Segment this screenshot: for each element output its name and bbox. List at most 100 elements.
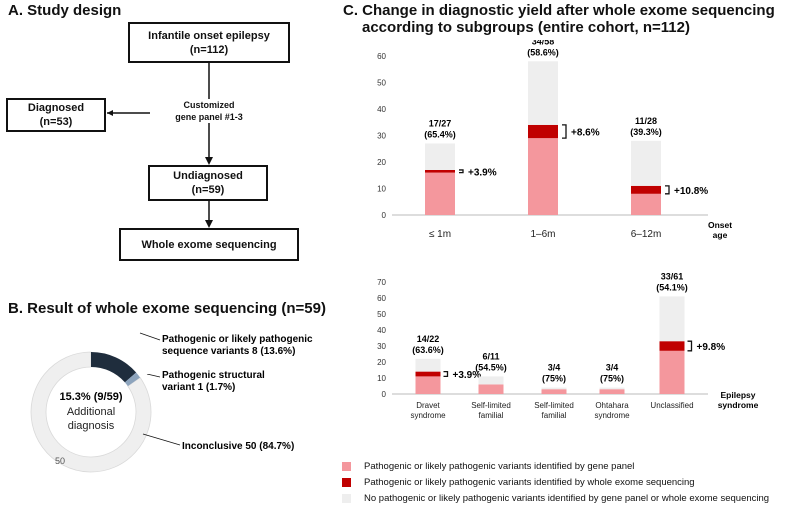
y-tick-label: 0: [382, 211, 387, 220]
chart-epilepsy-syndrome: 010203040506070Epilepsysyndrome14/22(63.…: [377, 271, 759, 420]
flow-arrowhead-down-1: [205, 157, 213, 165]
y-tick-label: 60: [377, 294, 386, 303]
y-tick-label: 10: [377, 374, 386, 383]
box-undiagnosed: Undiagnosed (n=59): [148, 165, 268, 201]
category-label: familial: [479, 411, 504, 420]
category-label: 1–6m: [530, 229, 555, 240]
increase-label: +9.8%: [697, 342, 726, 353]
bar-wes: [659, 341, 685, 351]
y-tick-label: 40: [377, 105, 386, 114]
leader-line-structural: [146, 373, 161, 378]
x-axis-label: syndrome: [718, 400, 759, 410]
bar-gene-panel: [599, 389, 625, 394]
panel-c-title-line2: according to subgroups (entire cohort, n…: [362, 19, 690, 36]
bar-wes: [631, 185, 661, 194]
flow-arrowhead-left: [107, 110, 113, 116]
box-infantile-epilepsy: Infantile onset epilepsy (n=112): [128, 22, 290, 63]
legend-label-none: No pathogenic or likely pathogenic varia…: [364, 493, 770, 504]
x-axis-label: age: [713, 230, 728, 240]
donut-segment-structural: [124, 372, 141, 387]
box-diagnosed-line1: Diagnosed: [27, 102, 85, 114]
bar-undiagnosed: [659, 296, 685, 342]
donut-value-pathogenic: 8: [119, 352, 125, 363]
label-pathogenic-line2: sequence variants 8 (13.6%): [162, 346, 295, 357]
x-axis-label: Onset: [708, 220, 732, 230]
bar-fraction-label: 14/22: [417, 334, 440, 344]
donut-center-line3: diagnosis: [68, 420, 115, 432]
bar-fraction-label: 6/11: [482, 351, 499, 361]
box-infantile-line1: Infantile onset epilepsy: [148, 29, 270, 42]
legend-label-gene-panel: Pathogenic or likely pathogenic variants…: [364, 461, 635, 472]
y-tick-label: 20: [377, 158, 386, 167]
donut-value-inconclusive: 50: [55, 456, 65, 466]
category-label: ≤ 1m: [429, 229, 451, 240]
leader-line-inconclusive: [142, 433, 181, 446]
bar-wes: [528, 124, 558, 139]
category-label: syndrome: [410, 411, 446, 420]
category-label: 6–12m: [631, 229, 662, 240]
bar-undiagnosed: [425, 143, 455, 170]
donut-segment-pathogenic: [91, 352, 137, 383]
y-tick-label: 50: [377, 79, 386, 88]
legend-label-wes: Pathogenic or likely pathogenic variants…: [364, 477, 695, 488]
bar-undiagnosed: [599, 387, 625, 390]
category-label: Dravet: [416, 401, 440, 410]
increase-label: +8.6%: [571, 128, 600, 139]
donut-segment-inconclusive: [30, 351, 152, 473]
legend-swatch-gene-panel: [342, 462, 351, 471]
bar-fraction-label: 17/27: [429, 118, 452, 128]
label-pathogenic-line1: Pathogenic or likely pathogenic: [162, 334, 313, 345]
y-tick-label: 50: [377, 310, 386, 319]
y-tick-label: 10: [377, 185, 386, 194]
bar-undiagnosed: [631, 140, 661, 186]
increase-bracket: [562, 124, 567, 139]
legend-item-wes: Pathogenic or likely pathogenic variants…: [342, 477, 695, 488]
bar-wes: [425, 169, 455, 173]
legend-swatch-wes: [342, 478, 351, 487]
legend-swatch-none: [342, 494, 351, 503]
box-undiagnosed-line2: (n=59): [191, 184, 225, 196]
bar-percent-label: (75%): [542, 374, 566, 384]
bar-fraction-label: 34/58: [532, 40, 555, 46]
bar-percent-label: (58.6%): [527, 47, 559, 57]
increase-bracket: [459, 169, 464, 174]
label-inconclusive: Inconclusive 50 (84.7%): [182, 441, 294, 452]
bar-gene-panel: [528, 138, 558, 215]
panel-a-title: A. Study design: [8, 2, 122, 19]
category-label: Unclassified: [650, 401, 693, 410]
increase-bracket: [443, 370, 449, 378]
box-infantile-line2: (n=112): [189, 43, 229, 56]
category-label: familial: [542, 411, 567, 420]
gene-panel-line2: gene panel #1-3: [175, 112, 243, 122]
increase-label: +3.9%: [453, 370, 482, 381]
donut-center-percent: 15.3% (9/59): [60, 391, 123, 403]
bar-undiagnosed: [528, 61, 558, 125]
box-whole-exome-sequencing: Whole exome sequencing: [119, 228, 299, 261]
bar-undiagnosed: [415, 358, 441, 372]
category-label: Self-limited: [471, 401, 511, 410]
y-tick-label: 30: [377, 132, 386, 141]
bar-gene-panel: [659, 350, 685, 394]
flow-arrowhead-down-2: [205, 220, 213, 228]
bar-gene-panel: [425, 172, 455, 215]
legend-item-gene-panel: Pathogenic or likely pathogenic variants…: [342, 461, 634, 472]
bar-fraction-label: 3/4: [548, 363, 561, 373]
bar-fraction-label: 11/28: [635, 116, 657, 126]
y-tick-label: 70: [377, 278, 386, 287]
bar-percent-label: (54.1%): [656, 282, 688, 292]
donut-center-line2: Additional: [67, 406, 115, 418]
bar-gene-panel: [415, 376, 441, 394]
legend-item-none: No pathogenic or likely pathogenic varia…: [342, 493, 769, 504]
leader-line-pathogenic: [139, 332, 161, 341]
y-tick-label: 60: [377, 52, 386, 61]
gene-panel-step: Customized gene panel #1-3: [150, 99, 268, 123]
bar-undiagnosed: [478, 376, 504, 385]
bar-percent-label: (65.4%): [424, 129, 456, 139]
panel-b-title: B. Result of whole exome sequencing (n=5…: [8, 300, 326, 317]
increase-bracket: [665, 185, 670, 195]
y-tick-label: 30: [377, 342, 386, 351]
increase-label: +3.9%: [468, 167, 497, 178]
x-axis-label: Epilepsy: [721, 390, 756, 400]
label-structural-line1: Pathogenic structural: [162, 370, 265, 381]
